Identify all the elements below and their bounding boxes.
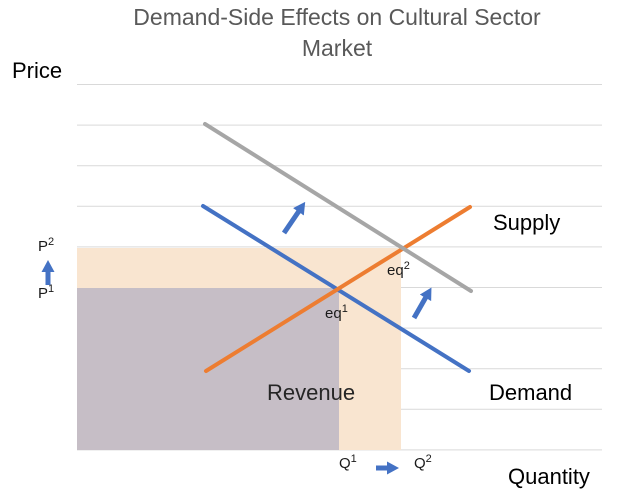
y-axis-label: Price (12, 58, 63, 83)
price-1-label: P1 (38, 283, 55, 302)
price-2-label: P2 (38, 236, 55, 255)
equilibrium-1-label: eq1 (325, 303, 348, 322)
supply-line (204, 205, 472, 373)
quantity-1-label: Q1 (339, 453, 357, 472)
x-axis-label: Quantity (508, 464, 590, 489)
supply-curve-label: Supply (493, 210, 561, 235)
demand-shift-arrow (281, 201, 306, 235)
revenue-region-label: Revenue (267, 380, 356, 405)
demand-shifted-right-line (203, 122, 473, 293)
chart-title: Demand-Side Effects on Cultural Sector M… (42, 2, 632, 64)
chart-title-line-2: Market (301, 35, 373, 61)
demand-curve-label: Demand (489, 380, 573, 405)
equilibrium-shift-arrow (411, 287, 432, 320)
equilibrium-2-label: eq2 (387, 260, 410, 279)
quantity-2-label: Q2 (414, 453, 432, 472)
chart-title-line-1: Demand-Side Effects on Cultural Sector (133, 4, 541, 30)
